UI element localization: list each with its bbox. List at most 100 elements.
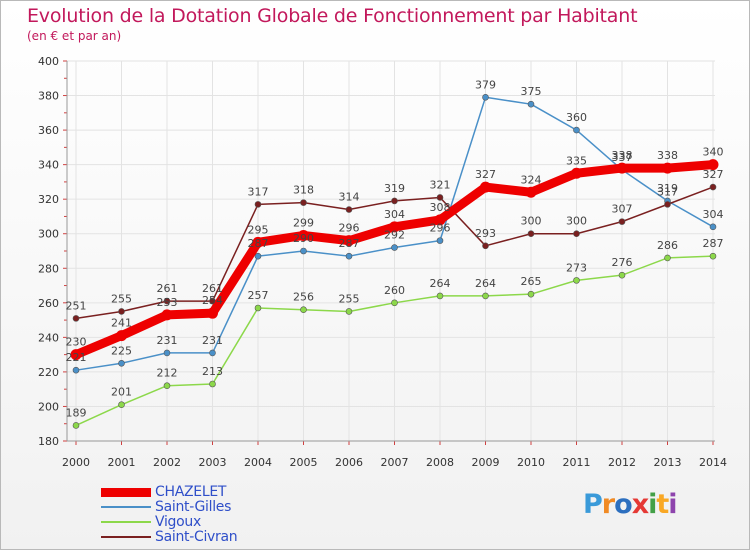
- data-label: 318: [293, 184, 314, 197]
- logo-letter: x: [631, 489, 649, 520]
- data-label: 338: [657, 149, 678, 162]
- data-point: [436, 194, 444, 201]
- data-point: [573, 230, 580, 238]
- data-point: [118, 308, 125, 315]
- x-tick-label: 2007: [381, 456, 409, 469]
- data-label: 231: [202, 334, 223, 347]
- x-tick-label: 2008: [426, 456, 454, 469]
- data-point: [300, 306, 307, 314]
- data-point: [436, 237, 444, 244]
- data-point: [345, 308, 353, 315]
- y-tick-label: 380: [38, 90, 59, 103]
- data-label: 221: [66, 351, 87, 364]
- data-label: 230: [66, 336, 87, 349]
- data-point: [527, 290, 535, 298]
- data-label: 304: [703, 208, 724, 221]
- data-label: 319: [657, 182, 678, 195]
- data-point: [209, 349, 216, 357]
- data-label: 296: [339, 222, 360, 235]
- y-tick-label: 340: [38, 159, 59, 172]
- x-tick-label: 2002: [153, 456, 181, 469]
- data-point: [254, 304, 262, 312]
- x-tick-label: 2000: [62, 456, 90, 469]
- data-label: 335: [566, 154, 587, 167]
- data-point: [163, 297, 171, 305]
- legend-label: Saint-Gilles: [155, 499, 232, 515]
- data-label: 379: [475, 78, 496, 91]
- data-point: [118, 401, 125, 409]
- data-label: 255: [111, 292, 132, 305]
- data-point: [709, 223, 717, 231]
- data-label: 292: [384, 229, 405, 242]
- data-label: 293: [475, 227, 496, 240]
- data-label: 264: [430, 277, 451, 290]
- data-label: 314: [339, 191, 360, 204]
- data-label: 189: [66, 406, 87, 419]
- y-tick-label: 180: [38, 435, 59, 448]
- data-point: [434, 214, 446, 226]
- data-point: [616, 162, 628, 174]
- data-point: [436, 292, 444, 300]
- data-point: [70, 349, 82, 361]
- data-label: 287: [703, 237, 724, 250]
- chart-axes: 180 200 220 240 260 280 300 320 340 360 380 400 2000…: [38, 55, 727, 469]
- x-tick-label: 2011: [563, 456, 591, 469]
- x-tick-label: 2014: [699, 456, 727, 469]
- data-point: [298, 229, 309, 241]
- logo-letter: i: [648, 489, 657, 520]
- data-point: [345, 206, 353, 213]
- data-label: 213: [202, 365, 223, 378]
- data-point: [72, 315, 80, 322]
- data-point: [163, 382, 171, 390]
- data-point: [573, 277, 580, 284]
- y-tick-label: 360: [38, 124, 59, 137]
- data-label: 327: [475, 168, 496, 181]
- data-label: 308: [430, 201, 451, 214]
- x-tick-label: 2009: [472, 456, 500, 469]
- y-tick-label: 220: [38, 366, 59, 379]
- data-point: [391, 197, 398, 205]
- data-label: 261: [157, 282, 178, 295]
- legend-label: Saint-Civran: [155, 529, 238, 545]
- data-label: 360: [566, 111, 587, 124]
- data-point: [72, 422, 80, 429]
- data-point: [573, 126, 580, 134]
- data-point: [161, 309, 173, 321]
- x-tick-label: 2001: [108, 456, 136, 469]
- y-tick-label: 300: [38, 228, 59, 241]
- data-label: 276: [612, 256, 633, 269]
- data-label: 321: [430, 178, 451, 191]
- data-label: 264: [475, 277, 496, 290]
- data-label: 225: [111, 344, 132, 357]
- data-point: [662, 162, 673, 174]
- x-tick-label: 2010: [517, 456, 545, 469]
- data-label: 317: [248, 185, 269, 198]
- data-label: 256: [293, 291, 314, 304]
- data-label: 231: [157, 334, 178, 347]
- data-label: 251: [66, 299, 87, 312]
- chart-grid: [67, 60, 715, 442]
- data-label: 254: [202, 294, 223, 307]
- data-point: [480, 181, 491, 193]
- data-point: [343, 235, 355, 247]
- logo-letter: P: [583, 489, 603, 520]
- data-point: [391, 299, 398, 307]
- data-point: [664, 254, 671, 262]
- data-point: [709, 183, 717, 191]
- data-label: 212: [157, 367, 178, 380]
- data-label: 260: [384, 284, 405, 297]
- x-tick-label: 2005: [290, 456, 318, 469]
- data-point: [571, 167, 582, 179]
- chart-title: Evolution de la Dotation Globale de Fonc…: [27, 5, 638, 27]
- data-label: 304: [384, 208, 405, 221]
- logo-letter: t: [656, 489, 669, 520]
- data-label: 337: [612, 151, 633, 164]
- data-point: [163, 349, 171, 357]
- x-tick-label: 2004: [244, 456, 272, 469]
- data-label: 300: [566, 215, 587, 228]
- data-point: [482, 292, 489, 300]
- data-label: 296: [430, 222, 451, 235]
